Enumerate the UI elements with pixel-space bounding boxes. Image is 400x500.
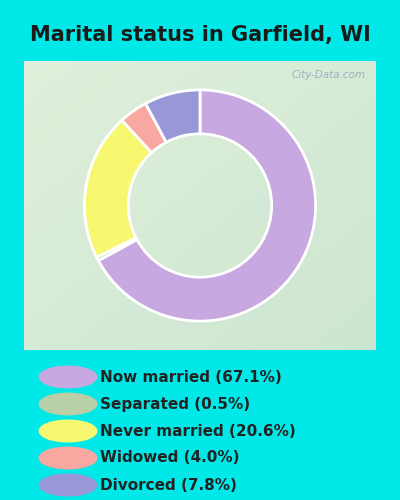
Circle shape (39, 393, 97, 415)
Circle shape (39, 420, 97, 442)
Text: Separated (0.5%): Separated (0.5%) (100, 396, 250, 411)
Wedge shape (122, 104, 166, 152)
Text: Divorced (7.8%): Divorced (7.8%) (100, 478, 237, 492)
Circle shape (39, 474, 97, 496)
Text: Widowed (4.0%): Widowed (4.0%) (100, 450, 240, 466)
Text: Now married (67.1%): Now married (67.1%) (100, 370, 282, 384)
Wedge shape (146, 90, 200, 142)
Wedge shape (97, 238, 137, 260)
Wedge shape (98, 90, 316, 321)
Text: City-Data.com: City-Data.com (291, 70, 366, 80)
Circle shape (39, 447, 97, 469)
Wedge shape (84, 120, 152, 258)
Text: Never married (20.6%): Never married (20.6%) (100, 424, 296, 438)
Circle shape (39, 366, 97, 388)
Text: Marital status in Garfield, WI: Marital status in Garfield, WI (30, 26, 370, 46)
